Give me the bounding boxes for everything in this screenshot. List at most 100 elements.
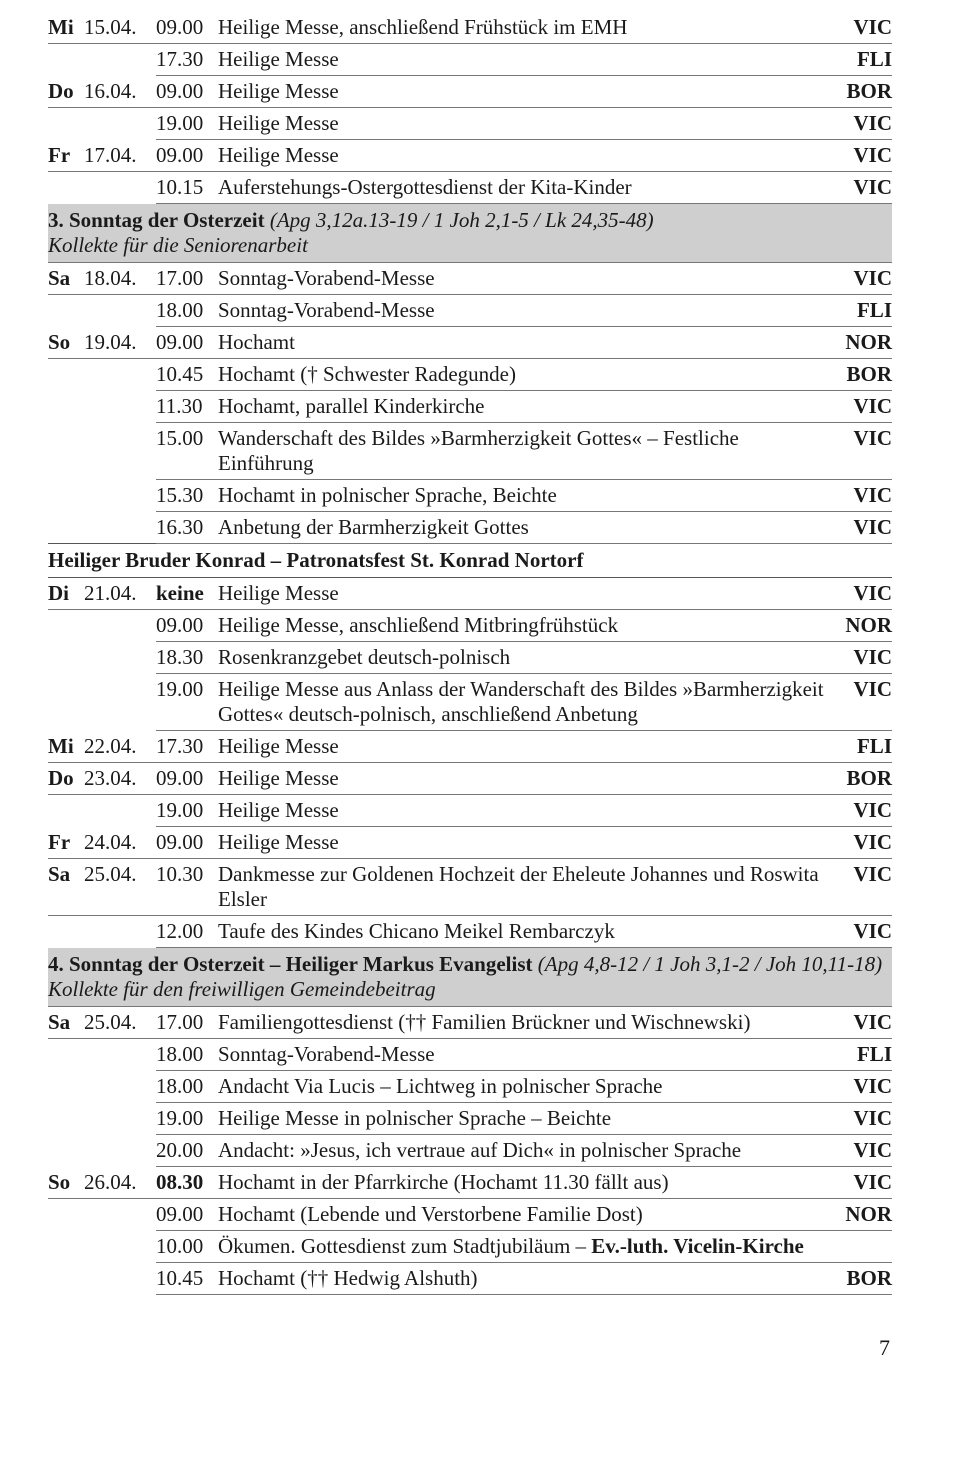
heading-text: Heiliger Bruder Konrad – Patronatsfest S… bbox=[48, 544, 892, 578]
schedule-row: 18.30Rosenkranzgebet deutsch-polnischVIC bbox=[48, 642, 892, 674]
date-cell: 15.04. bbox=[84, 12, 156, 44]
date-cell bbox=[84, 795, 156, 827]
date-cell: 18.04. bbox=[84, 263, 156, 295]
schedule-row: 10.00Ökumen. Gottesdienst zum Stadtjubil… bbox=[48, 1231, 892, 1263]
day-cell: Di bbox=[48, 578, 84, 610]
date-cell bbox=[84, 480, 156, 512]
code-cell: VIC bbox=[832, 1135, 892, 1167]
schedule-row: 09.00Heilige Messe, anschließend Mitbrin… bbox=[48, 610, 892, 642]
date-cell bbox=[84, 295, 156, 327]
code-cell: VIC bbox=[832, 512, 892, 544]
time-cell: 11.30 bbox=[156, 391, 218, 423]
desc-cell: Ökumen. Gottesdienst zum Stadtjubiläum –… bbox=[218, 1231, 832, 1263]
schedule-row: Mi15.04.09.00Heilige Messe, anschließend… bbox=[48, 12, 892, 44]
time-cell: 10.30 bbox=[156, 859, 218, 916]
schedule-row: 10.45Hochamt († Schwester Radegunde)BOR bbox=[48, 359, 892, 391]
code-cell: BOR bbox=[832, 1263, 892, 1295]
schedule-row: 19.00Heilige MesseVIC bbox=[48, 108, 892, 140]
schedule-row: Sa18.04.17.00Sonntag-Vorabend-MesseVIC bbox=[48, 263, 892, 295]
code-cell: BOR bbox=[832, 359, 892, 391]
code-cell: VIC bbox=[832, 674, 892, 731]
day-cell: So bbox=[48, 1167, 84, 1199]
schedule-row: Do23.04.09.00Heilige MesseBOR bbox=[48, 763, 892, 795]
code-cell: VIC bbox=[832, 642, 892, 674]
code-cell: VIC bbox=[832, 1167, 892, 1199]
code-cell: VIC bbox=[832, 859, 892, 916]
desc-cell: Anbetung der Barmherzigkeit Gottes bbox=[218, 512, 832, 544]
time-cell: 09.00 bbox=[156, 610, 218, 642]
date-cell bbox=[84, 1039, 156, 1071]
date-cell: 22.04. bbox=[84, 731, 156, 763]
desc-cell: Heilige Messe bbox=[218, 795, 832, 827]
schedule-row: 10.45Hochamt (†† Hedwig Alshuth)BOR bbox=[48, 1263, 892, 1295]
schedule-row: So19.04.09.00HochamtNOR bbox=[48, 327, 892, 359]
day-cell: Do bbox=[48, 763, 84, 795]
schedule-row: Sa25.04.17.00Familiengottesdienst (†† Fa… bbox=[48, 1007, 892, 1039]
desc-cell: Heilige Messe bbox=[218, 578, 832, 610]
section-ref: (Apg 3,12a.13-19 / 1 Joh 2,1-5 / Lk 24,3… bbox=[270, 208, 654, 232]
day-cell bbox=[48, 480, 84, 512]
desc-cell: Heilige Messe aus Anlass der Wanderschaf… bbox=[218, 674, 832, 731]
date-cell: 17.04. bbox=[84, 140, 156, 172]
time-cell: 09.00 bbox=[156, 763, 218, 795]
date-cell bbox=[84, 642, 156, 674]
day-cell bbox=[48, 1071, 84, 1103]
time-cell: 10.00 bbox=[156, 1231, 218, 1263]
desc-cell: Andacht Via Lucis – Lichtweg in polnisch… bbox=[218, 1071, 832, 1103]
time-cell: 17.00 bbox=[156, 1007, 218, 1039]
code-cell: VIC bbox=[832, 916, 892, 948]
section-title: 3. Sonntag der Osterzeit bbox=[48, 208, 265, 232]
schedule-row: Fr17.04.09.00Heilige MesseVIC bbox=[48, 140, 892, 172]
day-cell bbox=[48, 674, 84, 731]
section-ref: (Apg 4,8-12 / 1 Joh 3,1-2 / Joh 10,11-18… bbox=[538, 952, 882, 976]
day-cell bbox=[48, 1199, 84, 1231]
date-cell bbox=[84, 674, 156, 731]
schedule-row: 19.00Heilige Messe in polnischer Sprache… bbox=[48, 1103, 892, 1135]
day-cell bbox=[48, 610, 84, 642]
desc-cell: Hochamt in der Pfarrkirche (Hochamt 11.3… bbox=[218, 1167, 832, 1199]
desc-cell: Hochamt, parallel Kinderkirche bbox=[218, 391, 832, 423]
date-cell bbox=[84, 1231, 156, 1263]
code-cell: VIC bbox=[832, 12, 892, 44]
day-cell bbox=[48, 1103, 84, 1135]
schedule-row: Do16.04.09.00Heilige MesseBOR bbox=[48, 76, 892, 108]
date-cell: 21.04. bbox=[84, 578, 156, 610]
schedule-row: 20.00Andacht: »Jesus, ich vertraue auf D… bbox=[48, 1135, 892, 1167]
code-cell: VIC bbox=[832, 1071, 892, 1103]
desc-cell: Sonntag-Vorabend-Messe bbox=[218, 1039, 832, 1071]
code-cell: VIC bbox=[832, 263, 892, 295]
desc-cell: Heilige Messe in polnischer Sprache – Be… bbox=[218, 1103, 832, 1135]
time-cell: 15.00 bbox=[156, 423, 218, 480]
desc-cell: Heilige Messe bbox=[218, 827, 832, 859]
time-cell: 17.30 bbox=[156, 44, 218, 76]
code-cell: VIC bbox=[832, 172, 892, 204]
day-cell: Mi bbox=[48, 731, 84, 763]
schedule-row: 19.00Heilige MesseVIC bbox=[48, 795, 892, 827]
day-cell: Sa bbox=[48, 859, 84, 916]
date-cell bbox=[84, 1199, 156, 1231]
time-cell: 17.00 bbox=[156, 263, 218, 295]
desc-cell: Rosenkranzgebet deutsch-polnisch bbox=[218, 642, 832, 674]
time-cell: 17.30 bbox=[156, 731, 218, 763]
day-cell bbox=[48, 512, 84, 544]
time-cell: 09.00 bbox=[156, 327, 218, 359]
day-cell: Sa bbox=[48, 1007, 84, 1039]
date-cell bbox=[84, 610, 156, 642]
section-row: 3. Sonntag der Osterzeit (Apg 3,12a.13-1… bbox=[48, 204, 892, 263]
code-cell: BOR bbox=[832, 763, 892, 795]
date-cell bbox=[84, 359, 156, 391]
date-cell: 26.04. bbox=[84, 1167, 156, 1199]
code-cell: NOR bbox=[832, 610, 892, 642]
code-cell: FLI bbox=[832, 295, 892, 327]
time-cell: 10.45 bbox=[156, 359, 218, 391]
code-cell: NOR bbox=[832, 1199, 892, 1231]
desc-text-bold: Ev.-luth. Vicelin-Kirche bbox=[591, 1234, 804, 1258]
desc-cell: Dankmesse zur Goldenen Hochzeit der Ehel… bbox=[218, 859, 832, 916]
time-cell: 10.15 bbox=[156, 172, 218, 204]
desc-cell: Hochamt (Lebende und Verstorbene Familie… bbox=[218, 1199, 832, 1231]
desc-cell: Hochamt († Schwester Radegunde) bbox=[218, 359, 832, 391]
date-cell: 16.04. bbox=[84, 76, 156, 108]
desc-cell: Sonntag-Vorabend-Messe bbox=[218, 263, 832, 295]
code-cell: VIC bbox=[832, 578, 892, 610]
day-cell bbox=[48, 916, 84, 948]
